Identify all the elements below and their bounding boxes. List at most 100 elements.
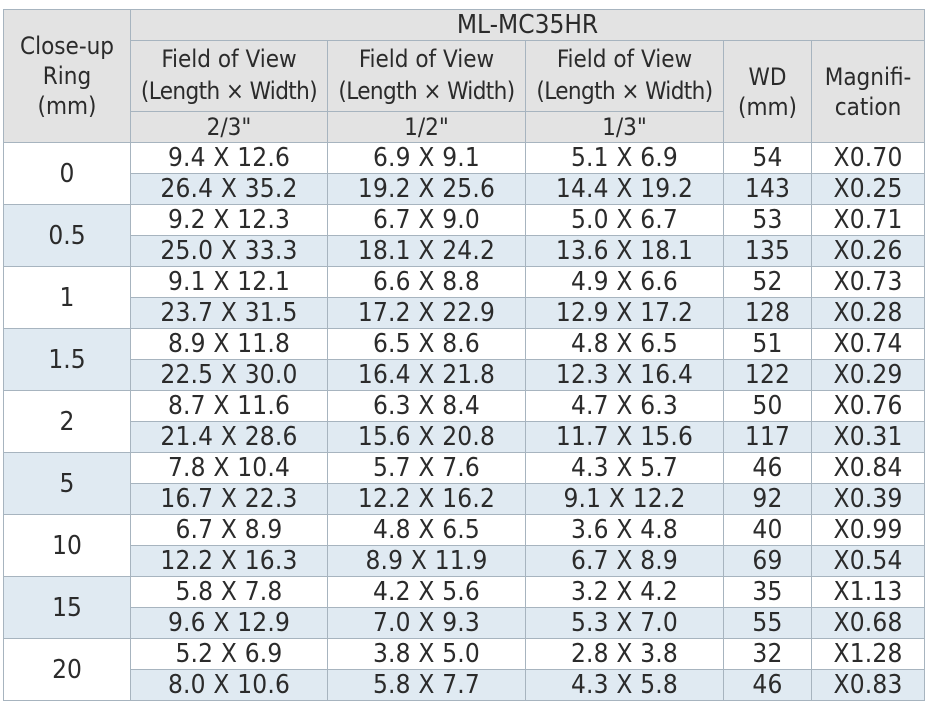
- magnification-value: X0.83: [810, 669, 926, 701]
- wd-value: 53: [723, 204, 812, 236]
- fov-1-3-value: 4.3 X 5.8: [525, 669, 724, 701]
- fov-1-2-value: 6.6 X 8.8: [327, 266, 526, 298]
- fov-2-3-value: 6.7 X 8.9: [130, 514, 328, 546]
- table-row: 16.7 X 22.3 12.2 X 16.2 9.1 X 12.2 92 X0.39: [4, 483, 926, 515]
- wd-value: 35: [723, 576, 812, 608]
- table-row: 0.5 9.2 X 12.3 6.7 X 9.0 5.0 X 6.7 53 X0.71: [3, 204, 926, 267]
- fov-1-2-value: 4.2 X 5.6: [327, 576, 526, 608]
- magnification-value: X0.31: [810, 421, 926, 453]
- magnification-header: Magnifi- cation: [810, 40, 926, 143]
- close-up-ring-value: 20: [3, 638, 131, 701]
- fov-header-2-3: Field of View (Length × Width): [130, 40, 328, 112]
- fov-2-3-value: 9.4 X 12.6: [130, 142, 328, 174]
- fov-2-3-value: 8.0 X 10.6: [130, 669, 328, 701]
- wd-value: 51: [723, 328, 812, 360]
- fov-1-3-value: 4.9 X 6.6: [525, 266, 724, 298]
- fov-header-1-3: Field of View (Length × Width): [525, 40, 724, 112]
- close-up-ring-value: 1: [3, 266, 131, 329]
- magnification-value: X0.76: [810, 390, 926, 422]
- fov-2-3-value: 22.5 X 30.0: [130, 359, 328, 391]
- magnification-value: X0.26: [810, 235, 926, 267]
- fov-2-3-value: 9.6 X 12.9: [130, 607, 328, 639]
- specification-table: Close-up Ring (mm) ML-MC35HR Field of Vi…: [3, 9, 926, 701]
- fov-1-2-value: 6.9 X 9.1: [327, 142, 526, 174]
- fov-1-2-value: 17.2 X 22.9: [327, 297, 526, 329]
- fov-1-2-value: 7.0 X 9.3: [327, 607, 526, 639]
- sensor-size-1-3: 1/3": [525, 111, 724, 143]
- magnification-value: X0.71: [810, 204, 926, 236]
- fov-header-title: Field of View: [358, 45, 495, 73]
- wd-value: 40: [723, 514, 812, 546]
- fov-1-3-value: 5.0 X 6.7: [525, 204, 724, 236]
- fov-header-title: Field of View: [556, 45, 693, 73]
- table-row: 23.7 X 31.5 17.2 X 22.9 12.9 X 17.2 128 X0.2…: [4, 297, 926, 329]
- magnification-value: X0.68: [810, 607, 926, 639]
- close-up-ring-value: 2: [3, 390, 131, 453]
- table-header: Close-up Ring (mm) ML-MC35HR Field of Vi…: [3, 9, 926, 143]
- sensor-size-1-2: 1/2": [327, 111, 526, 143]
- table-row: 12.2 X 16.3 8.9 X 11.9 6.7 X 8.9 69 X0.54: [4, 545, 926, 577]
- table-row: 0 9.4 X 12.6 6.9 X 9.1 5.1 X 6.9 54 X0.70: [3, 142, 926, 205]
- fov-1-2-value: 16.4 X 21.8: [327, 359, 526, 391]
- table-row: 22.5 X 30.0 16.4 X 21.8 12.3 X 16.4 122 X0.2…: [4, 359, 926, 391]
- fov-2-3-value: 26.4 X 35.2: [130, 173, 328, 205]
- fov-1-3-value: 4.7 X 6.3: [525, 390, 724, 422]
- table-row: 15 5.8 X 7.8 4.2 X 5.6 3.2 X 4.2 35 X1.13: [3, 576, 926, 639]
- fov-1-2-value: 6.3 X 8.4: [327, 390, 526, 422]
- fov-2-3-value: 25.0 X 33.3: [130, 235, 328, 267]
- fov-1-2-value: 6.7 X 9.0: [327, 204, 526, 236]
- fov-2-3-value: 21.4 X 28.6: [130, 421, 328, 453]
- wd-value: 92: [723, 483, 812, 515]
- fov-1-3-value: 14.4 X 19.2: [525, 173, 724, 205]
- fov-2-3-value: 8.9 X 11.8: [130, 328, 328, 360]
- magnification-value: X0.84: [810, 452, 926, 484]
- magnification-header-line: Magnifi-: [824, 62, 912, 91]
- fov-1-2-value: 12.2 X 16.2: [327, 483, 526, 515]
- fov-header-subtitle: (Length × Width): [140, 77, 318, 105]
- table-row: 26.4 X 35.2 19.2 X 25.6 14.4 X 19.2 143 X0.2…: [4, 173, 926, 205]
- close-up-ring-header-line: Ring: [42, 62, 92, 90]
- fov-2-3-value: 12.2 X 16.3: [130, 545, 328, 577]
- close-up-ring-header-line: (mm): [37, 92, 97, 120]
- magnification-value: X1.28: [810, 638, 926, 670]
- wd-value: 117: [723, 421, 812, 453]
- wd-header-line: (mm): [738, 92, 797, 121]
- magnification-header-line: cation: [834, 92, 902, 121]
- fov-1-3-value: 9.1 X 12.2: [525, 483, 724, 515]
- close-up-ring-value: 1.5: [3, 328, 131, 391]
- magnification-value: X0.39: [810, 483, 926, 515]
- fov-1-3-value: 2.8 X 3.8: [525, 638, 724, 670]
- fov-1-2-value: 4.8 X 6.5: [327, 514, 526, 546]
- fov-1-2-value: 5.8 X 7.7: [327, 669, 526, 701]
- fov-1-3-value: 12.3 X 16.4: [525, 359, 724, 391]
- fov-2-3-value: 23.7 X 31.5: [130, 297, 328, 329]
- fov-1-3-value: 4.8 X 6.5: [525, 328, 724, 360]
- close-up-ring-value: 10: [3, 514, 131, 577]
- fov-1-3-value: 5.3 X 7.0: [525, 607, 724, 639]
- fov-2-3-value: 9.2 X 12.3: [130, 204, 328, 236]
- magnification-value: X0.54: [810, 545, 926, 577]
- fov-1-3-value: 12.9 X 17.2: [525, 297, 724, 329]
- fov-1-2-value: 6.5 X 8.6: [327, 328, 526, 360]
- magnification-value: X0.28: [810, 297, 926, 329]
- wd-value: 143: [723, 173, 812, 205]
- fov-1-3-value: 3.6 X 4.8: [525, 514, 724, 546]
- close-up-ring-header: Close-up Ring (mm): [3, 9, 131, 143]
- wd-value: 54: [723, 142, 812, 174]
- model-header: ML-MC35HR: [129, 9, 926, 41]
- fov-1-3-value: 3.2 X 4.2: [525, 576, 724, 608]
- table-row: 21.4 X 28.6 15.6 X 20.8 11.7 X 15.6 117 X0.3…: [4, 421, 926, 453]
- wd-value: 128: [723, 297, 812, 329]
- wd-header: WD (mm): [723, 40, 812, 143]
- fov-1-3-value: 11.7 X 15.6: [525, 421, 724, 453]
- fov-1-3-value: 5.1 X 6.9: [525, 142, 724, 174]
- table-row: 20 5.2 X 6.9 3.8 X 5.0 2.8 X 3.8 32 X1.28: [3, 638, 926, 701]
- wd-value: 46: [723, 452, 812, 484]
- wd-value: 135: [723, 235, 812, 267]
- magnification-value: X1.13: [810, 576, 926, 608]
- table-row: 9.6 X 12.9 7.0 X 9.3 5.3 X 7.0 55 X0.68: [4, 607, 926, 639]
- magnification-value: X0.70: [810, 142, 926, 174]
- magnification-value: X0.29: [810, 359, 926, 391]
- wd-value: 50: [723, 390, 812, 422]
- fov-1-3-value: 4.3 X 5.7: [525, 452, 724, 484]
